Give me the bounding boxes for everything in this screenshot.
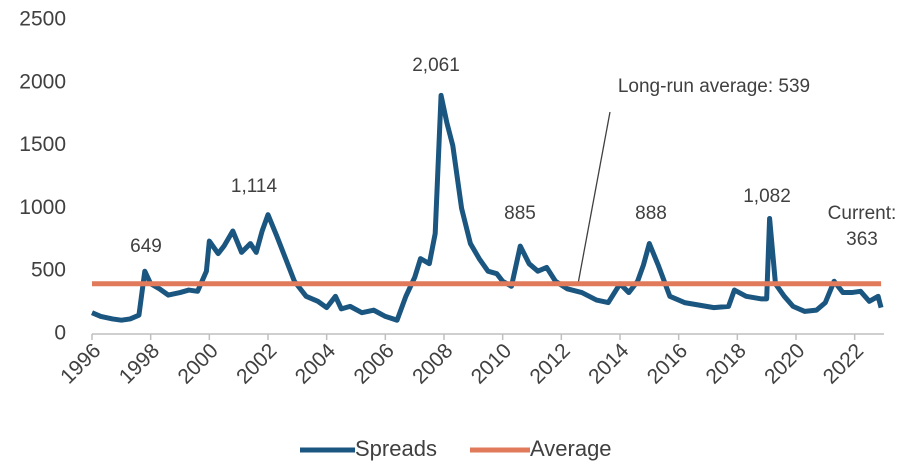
x-tick-label: 1996 xyxy=(56,339,105,388)
x-tick-label: 2010 xyxy=(467,339,516,388)
y-tick-label: 2500 xyxy=(19,8,66,31)
y-tick-label: 500 xyxy=(31,259,66,282)
x-tick-label: 2012 xyxy=(525,339,574,388)
legend-label: Average xyxy=(530,436,612,461)
annotation: 649 xyxy=(130,236,162,257)
annotation: 1,114 xyxy=(231,176,278,197)
y-tick-label: 0 xyxy=(54,322,66,345)
annotation: 2,061 xyxy=(412,55,460,76)
x-tick-label: 2000 xyxy=(173,339,222,388)
x-tick-label: 2022 xyxy=(819,339,868,388)
x-tick-label: 2016 xyxy=(643,339,692,388)
legend-label: Spreads xyxy=(355,436,437,461)
annotation: 363 xyxy=(846,229,878,250)
x-tick-label: 1998 xyxy=(115,339,164,388)
series-line xyxy=(91,92,884,323)
y-tick-label: 2000 xyxy=(19,70,66,93)
y-tick-label: 1000 xyxy=(19,196,66,219)
leader-line xyxy=(577,111,611,285)
x-tick-label: 2018 xyxy=(701,339,750,388)
annotation: 1,082 xyxy=(743,186,791,207)
x-tick-label: 2006 xyxy=(349,339,398,388)
y-tick-label: 1500 xyxy=(19,133,66,156)
x-tick-label: 2020 xyxy=(760,339,809,388)
x-tick-label: 2008 xyxy=(408,339,457,388)
annotation: 885 xyxy=(504,203,536,224)
x-tick-label: 2002 xyxy=(232,339,281,388)
annotation: Current: xyxy=(828,203,897,224)
annotation: 888 xyxy=(635,203,667,224)
x-tick-label: 2014 xyxy=(584,339,634,389)
annotation: Long-run average: 539 xyxy=(618,76,810,97)
x-tick-label: 2004 xyxy=(291,339,341,389)
